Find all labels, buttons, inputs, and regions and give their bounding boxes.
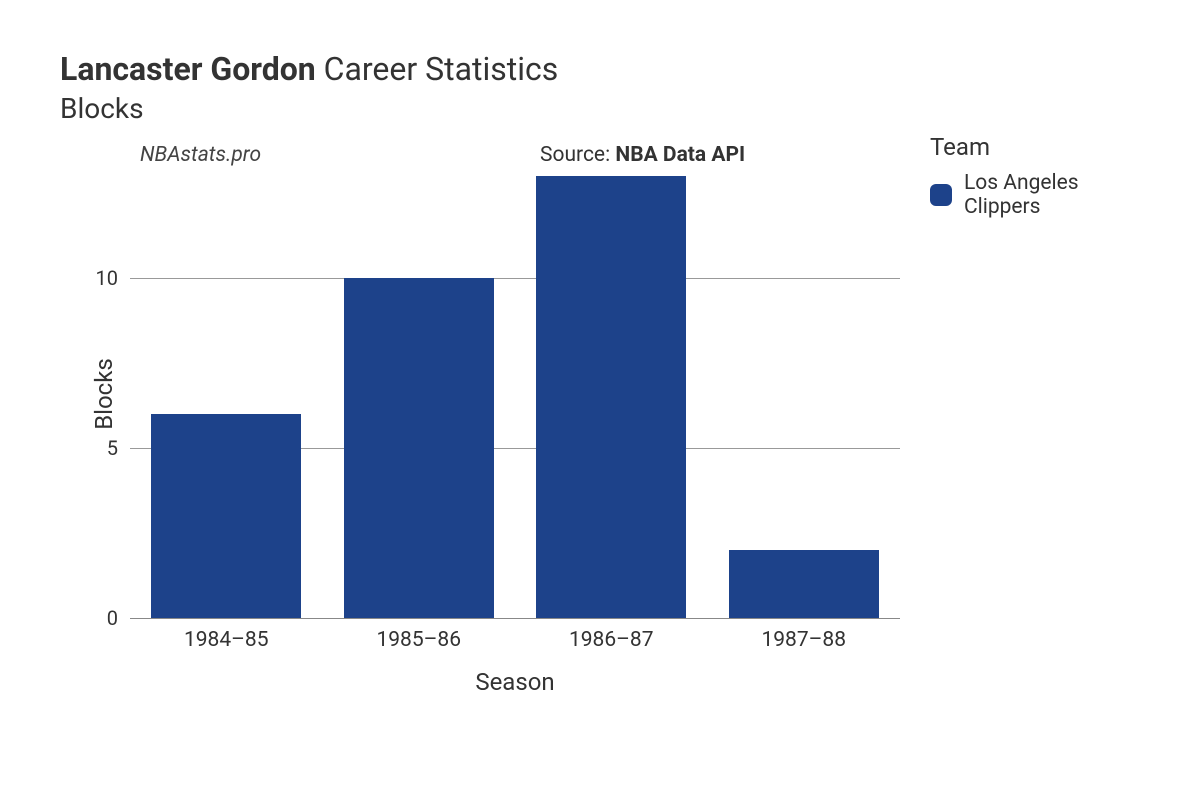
y-tick-label: 10 (96, 266, 130, 290)
y-tick-label: 0 (107, 606, 130, 630)
chart-subtitle: Blocks (60, 92, 1160, 125)
x-tick-label: 1985–86 (376, 618, 461, 652)
x-tick-label: 1987–88 (761, 618, 846, 652)
legend-items: Los Angeles Clippers (930, 171, 1160, 219)
source-name: NBA Data API (615, 143, 745, 167)
plot-area: Blocks Season 05101984–851985–861986–871… (130, 169, 900, 619)
source-prefix: Source: (540, 143, 615, 167)
player-name: Lancaster Gordon (60, 50, 316, 88)
legend-title: Team (930, 133, 1160, 161)
bar (729, 550, 879, 618)
y-tick-label: 5 (107, 436, 130, 460)
chart-title: Lancaster Gordon Career Statistics (60, 50, 1160, 88)
x-axis-title: Season (475, 668, 554, 696)
title-stat-label: Career Statistics (324, 50, 559, 88)
x-tick-label: 1986–87 (569, 618, 654, 652)
legend-item-label: Los Angeles Clippers (964, 171, 1160, 219)
legend-item: Los Angeles Clippers (930, 171, 1160, 219)
chart-container: Lancaster Gordon Career Statistics Block… (0, 0, 1200, 800)
bar (151, 414, 301, 618)
watermark-text: NBAstats.pro (140, 143, 261, 167)
source-text: Source: NBA Data API (540, 143, 745, 167)
bar (344, 278, 494, 618)
x-tick-label: 1984–85 (184, 618, 269, 652)
legend: Team Los Angeles Clippers (930, 133, 1160, 219)
chart-area: NBAstats.pro Source: NBA Data API Team L… (60, 133, 1160, 753)
legend-swatch (930, 184, 952, 206)
bar (536, 176, 686, 618)
gridline (130, 278, 900, 279)
y-axis-title: Blocks (90, 358, 118, 430)
